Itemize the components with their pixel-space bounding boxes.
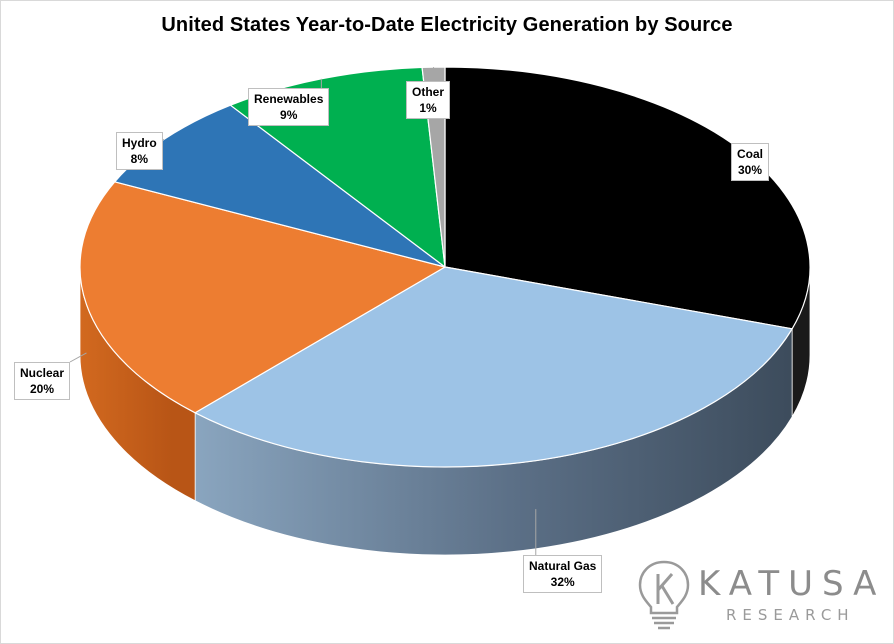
label-coal: Coal 30% xyxy=(731,143,770,181)
pie-slices xyxy=(79,66,811,468)
slice-natural-gas xyxy=(194,266,793,468)
label-coal-name: Coal xyxy=(737,147,764,161)
label-hydro-name: Hydro xyxy=(122,136,157,150)
label-hydro-value: 8% xyxy=(130,152,148,166)
logo-tagline: RESEARCH xyxy=(726,606,855,624)
slice-nuclear xyxy=(79,181,446,414)
label-nuclear: Nuclear 20% xyxy=(14,362,71,400)
label-other-value: 1% xyxy=(419,101,437,115)
label-nuclear-value: 20% xyxy=(30,382,55,396)
chart-title: United States Year-to-Date Electricity G… xyxy=(161,14,733,36)
label-renewables: Renewables 9% xyxy=(248,88,330,126)
logo-name: KATUSA xyxy=(698,564,886,604)
lightbulb-k-icon xyxy=(638,560,690,630)
label-hydro: Hydro 8% xyxy=(116,132,163,170)
label-renewables-name: Renewables xyxy=(254,92,324,106)
katusa-logo: KATUSA RESEARCH xyxy=(636,558,886,638)
label-natural-gas: Natural Gas 32% xyxy=(523,555,603,593)
label-other: Other 1% xyxy=(406,81,451,119)
label-nuclear-name: Nuclear xyxy=(20,366,65,380)
label-other-name: Other xyxy=(412,85,445,99)
callout-leaders xyxy=(69,67,537,555)
label-renewables-value: 9% xyxy=(280,108,298,122)
label-coal-value: 30% xyxy=(737,163,763,177)
label-natural-gas-value: 32% xyxy=(550,575,575,589)
leader-nuclear xyxy=(69,352,87,363)
label-natural-gas-name: Natural Gas xyxy=(529,559,597,573)
pie-sides xyxy=(79,266,811,556)
slice-hydro xyxy=(114,104,446,268)
